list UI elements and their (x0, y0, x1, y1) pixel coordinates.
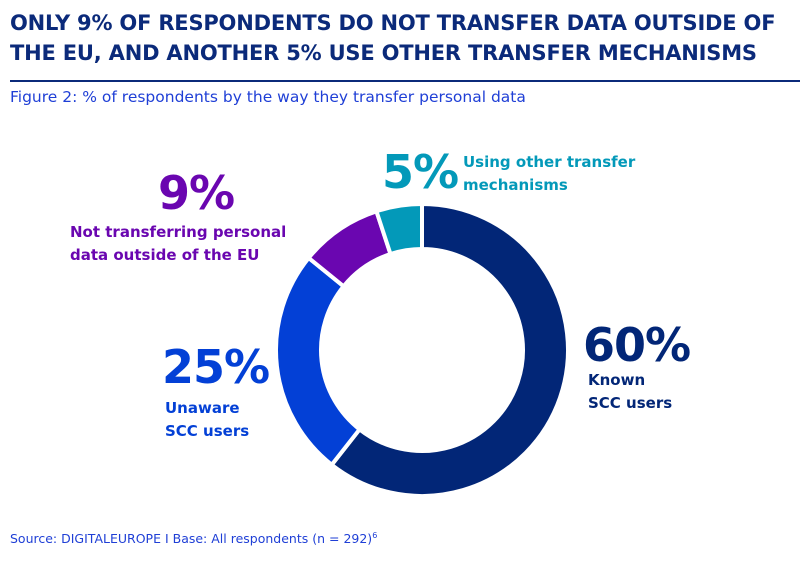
label-pct-known: 60% (583, 318, 691, 372)
label-text-other: Using other transfer mechanisms (463, 151, 635, 197)
figure-caption: Figure 2: % of respondents by the way th… (10, 88, 526, 106)
label-other-line-1: Using other transfer (463, 153, 636, 171)
label-pct-not-transferring: 9% (158, 166, 235, 220)
label-unaware-line-2: SCC users (165, 422, 250, 440)
label-unaware-line-1: Unaware (165, 399, 240, 417)
source-text: Source: DIGITALEUROPE I Base: All respon… (10, 531, 373, 547)
label-pct-other: 5% (382, 145, 459, 199)
label-pct-unaware: 25% (162, 340, 270, 394)
headline-line-2: THE EU, AND ANOTHER 5% USE OTHER TRANSFE… (10, 41, 757, 65)
label-text-not-transferring: Not transferring personal data outside o… (70, 221, 286, 267)
label-known-line-2: SCC users (588, 394, 673, 412)
label-text-unaware: Unaware SCC users (165, 397, 249, 443)
donut-slice-known (328, 201, 570, 498)
donut-slice-other (373, 201, 424, 257)
label-text-known: Known SCC users (588, 369, 672, 415)
header-divider (10, 80, 800, 82)
label-known-line-1: Known (588, 371, 646, 389)
donut-slice-unaware (274, 255, 363, 468)
label-not-line-1: Not transferring personal (70, 223, 287, 241)
label-other-line-2: mechanisms (463, 176, 568, 194)
footnote-ref: 6 (372, 531, 378, 540)
label-not-line-2: data outside of the EU (70, 246, 260, 264)
headline-line-1: ONLY 9% OF RESPONDENTS DO NOT TRANSFER D… (10, 11, 776, 35)
chart-headline: ONLY 9% OF RESPONDENTS DO NOT TRANSFER D… (10, 8, 805, 68)
source-note: Source: DIGITALEUROPE I Base: All respon… (10, 531, 377, 546)
